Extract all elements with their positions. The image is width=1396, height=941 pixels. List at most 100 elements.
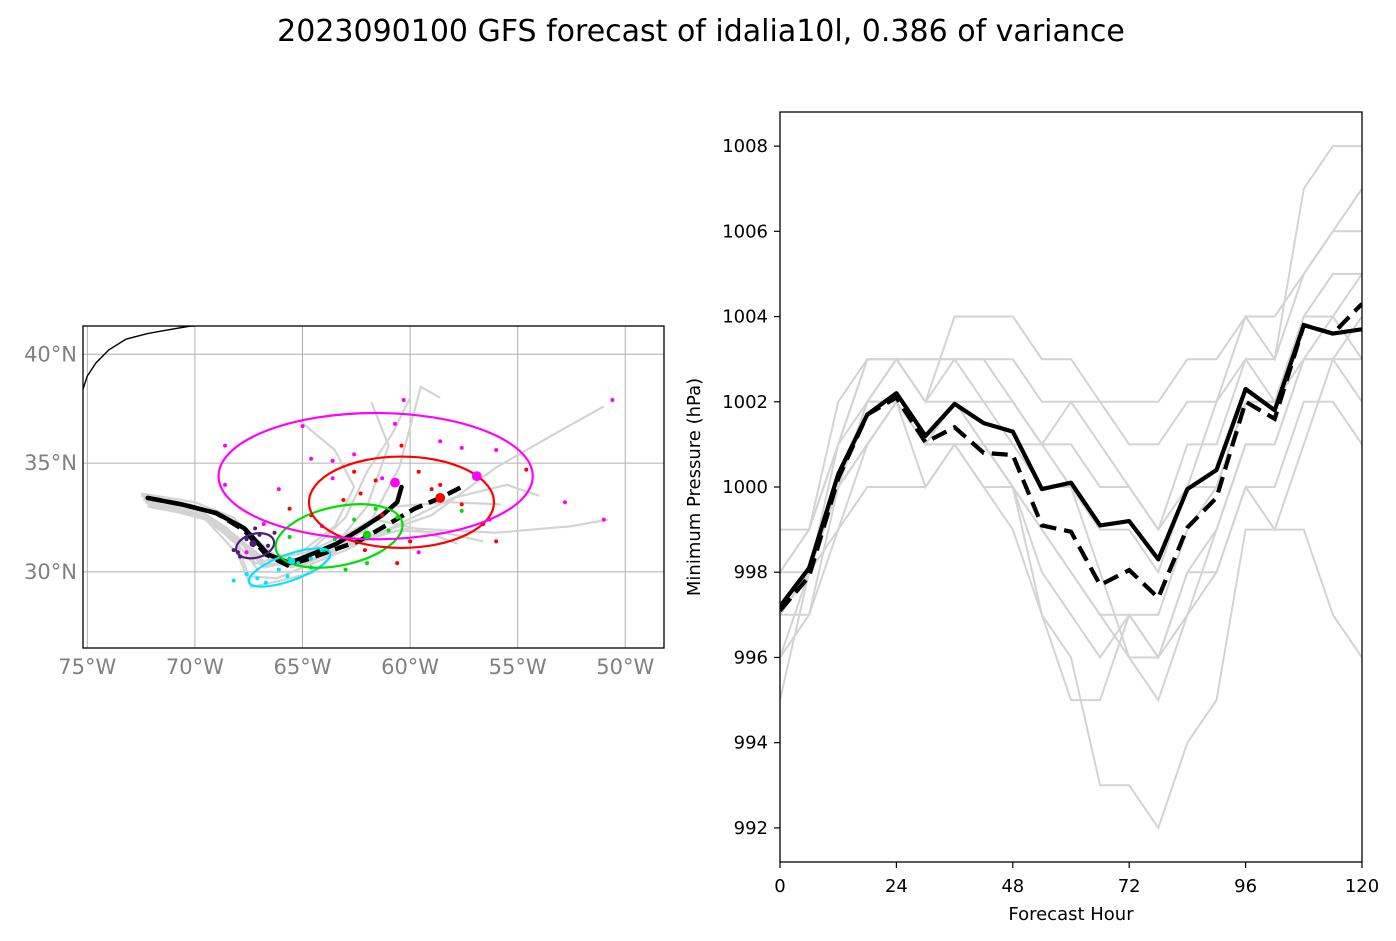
member-position-dot [223, 482, 228, 487]
x-tick-label: 0 [774, 876, 785, 897]
member-position-dot [524, 467, 529, 472]
member-position-dot [408, 539, 413, 544]
uncertainty-ellipse [247, 547, 332, 588]
uncertainty-ellipse [307, 455, 496, 550]
member-position-dot [253, 526, 258, 531]
ensemble-member-line [780, 358, 1362, 703]
ellipse-center-marker [288, 557, 296, 565]
map-frame [82, 325, 665, 649]
x-tick-label: 120 [1345, 876, 1379, 897]
member-position-dot [429, 487, 434, 492]
map-lat-tick-label: 40°N [24, 342, 77, 366]
member-position-dot [386, 528, 391, 533]
member-position-dot [309, 556, 314, 561]
member-position-dot [223, 443, 228, 448]
map-lon-tick-label: 65°W [273, 655, 331, 679]
member-position-dot [272, 530, 277, 535]
member-position-dot [285, 574, 290, 579]
chart-ticks: 0 24 48 72 96 120 992 994 996 998 1000 1002 1004 1006… [722, 136, 1379, 897]
x-tick-label: 96 [1234, 876, 1257, 897]
pressure-chart: 0 24 48 72 96 120 992 994 996 998 1000 1002 1004 1006… [684, 111, 1379, 925]
member-position-dot [276, 487, 281, 492]
member-position-dot [300, 424, 305, 429]
member-position-dot [373, 506, 378, 511]
ensemble-track [145, 483, 540, 574]
ellipse-center-marker [362, 530, 372, 540]
ensemble-track [143, 418, 356, 558]
member-position-dot [399, 443, 404, 448]
member-position-dot [563, 500, 568, 505]
coastline [83, 326, 191, 390]
mean-pressure-line [780, 323, 1362, 608]
member-position-dot [610, 397, 615, 402]
member-position-dot [266, 543, 271, 548]
mean-pressure-line-dashed [780, 302, 1362, 612]
x-tick-label: 72 [1118, 876, 1141, 897]
member-position-dot [380, 476, 385, 481]
map-lon-tick-label: 50°W [596, 655, 654, 679]
chart-plot-area [780, 145, 1362, 831]
member-position-dot [352, 452, 357, 457]
member-position-dot [352, 469, 357, 474]
member-position-dot [362, 548, 367, 553]
member-position-dot [459, 508, 464, 513]
member-position-dot [330, 458, 335, 463]
map-plot-area [83, 326, 615, 589]
member-position-dot [401, 397, 406, 402]
member-position-dot [309, 456, 314, 461]
map-grid [83, 326, 664, 648]
ensemble-member-line [780, 145, 1362, 616]
member-position-dot [330, 476, 335, 481]
member-position-dot [244, 572, 249, 577]
y-tick-label: 996 [734, 647, 768, 668]
x-tick-label: 48 [1001, 876, 1024, 897]
map-lon-tick-label: 55°W [489, 655, 547, 679]
map-lat-tick-label: 35°N [24, 451, 77, 475]
member-position-dot [373, 478, 378, 483]
member-position-dot [341, 498, 346, 503]
member-position-dot [343, 567, 348, 572]
member-position-dot [395, 561, 400, 566]
mean-track-dashed [147, 482, 468, 568]
uncertainty-ellipse [217, 411, 534, 541]
member-position-dot [393, 421, 398, 426]
member-position-dot [231, 578, 236, 583]
member-position-dot [244, 537, 249, 542]
member-position-dot [494, 539, 499, 544]
ellipse-center-marker [249, 540, 257, 548]
member-position-dot [287, 506, 292, 511]
y-tick-label: 1002 [722, 392, 768, 413]
member-position-dot [296, 561, 301, 566]
map-lon-tick-label: 60°W [381, 655, 439, 679]
member-position-dot [416, 550, 421, 555]
map-lat-tick-label: 30°N [24, 560, 77, 584]
ensemble-track [147, 503, 458, 589]
x-axis-label: Forecast Hour [1008, 904, 1134, 925]
member-position-dot [438, 482, 443, 487]
y-tick-label: 992 [734, 818, 768, 839]
ensemble-member-line [780, 230, 1362, 573]
figure-title: 2023090100 GFS forecast of idalia10l, 0.… [277, 14, 1125, 49]
member-position-dot [459, 502, 464, 507]
member-position-dot [255, 576, 260, 581]
ensemble-track [145, 501, 484, 567]
track-map: 75°W 70°W 65°W 60°W 55°W 50°W 30°N 35°N 40°N [24, 325, 665, 679]
x-tick-label: 24 [885, 876, 908, 897]
member-position-dot [365, 561, 370, 566]
uncertainty-ellipse [274, 503, 404, 569]
ensemble-member-line [780, 400, 1362, 702]
map-lon-tick-label: 70°W [166, 655, 224, 679]
member-position-dot [276, 567, 281, 572]
member-position-dot [438, 439, 443, 444]
y-tick-label: 1006 [722, 221, 768, 242]
member-position-dot [380, 513, 385, 518]
y-tick-label: 1008 [722, 136, 768, 157]
y-axis-label: Minimum Pressure (hPa) [684, 378, 705, 596]
ellipse-center-marker [390, 477, 400, 488]
y-tick-label: 1000 [722, 477, 768, 498]
member-position-dot [352, 517, 357, 522]
member-position-dot [231, 548, 236, 553]
map-tick-labels: 75°W 70°W 65°W 60°W 55°W 50°W 30°N 35°N 40°N [24, 342, 654, 679]
member-position-dot [416, 469, 421, 474]
member-position-dot [263, 580, 268, 585]
